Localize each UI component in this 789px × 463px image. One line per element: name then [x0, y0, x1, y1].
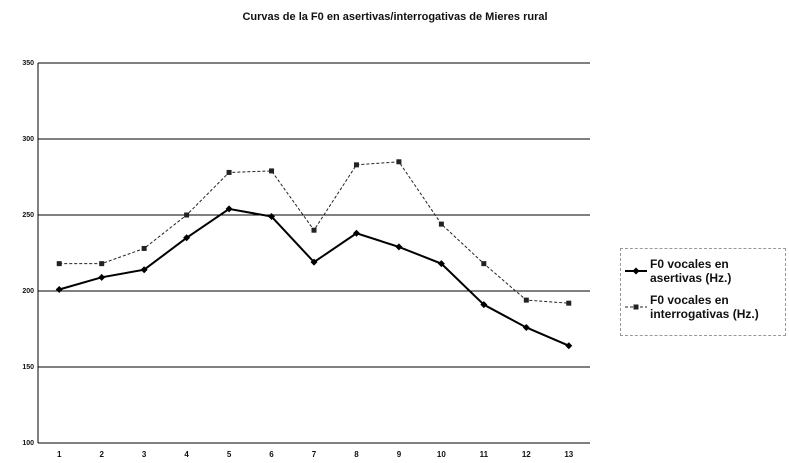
data-point	[352, 229, 360, 237]
legend-marker	[632, 267, 640, 275]
data-point	[269, 168, 275, 174]
legend-icon	[625, 304, 647, 310]
data-point	[226, 169, 232, 175]
data-point	[183, 234, 191, 242]
data-point	[141, 245, 147, 251]
data-point	[438, 221, 444, 227]
data-point	[310, 258, 318, 266]
data-point	[98, 273, 106, 281]
x-tick-label: 4	[184, 450, 189, 459]
chart-title: Curvas de la F0 en asertivas/interrogati…	[242, 11, 547, 23]
x-tick-label: 8	[354, 450, 359, 459]
y-tick-label: 250	[22, 212, 34, 219]
x-tick-label: 3	[142, 450, 147, 459]
data-point	[566, 300, 572, 306]
y-tick-label: 200	[22, 288, 34, 295]
data-point	[395, 243, 403, 251]
data-point	[481, 261, 487, 267]
x-tick-label: 11	[480, 450, 489, 459]
x-tick-label: 10	[437, 450, 446, 459]
data-point	[480, 301, 488, 309]
legend: F0 vocales en asertivas (Hz.) F0 vocales …	[620, 248, 786, 336]
x-tick-label: 5	[227, 450, 232, 459]
legend-label: F0 vocales en asertivas (Hz.)	[650, 257, 732, 285]
x-tick-label: 2	[99, 450, 104, 459]
y-tick-label: 300	[22, 136, 34, 143]
x-tick-label: 6	[269, 450, 274, 459]
data-point	[522, 323, 530, 331]
data-point	[184, 212, 190, 218]
y-tick-label: 150	[22, 364, 34, 371]
y-tick-label: 100	[22, 440, 34, 447]
legend-label: F0 vocales en interrogativas (Hz.)	[650, 293, 759, 321]
y-tick-label: 350	[22, 60, 34, 67]
data-point	[396, 159, 402, 165]
data-point	[565, 342, 573, 350]
data-point	[99, 261, 105, 267]
data-point	[311, 227, 317, 233]
data-point	[56, 261, 62, 267]
data-point	[437, 260, 445, 268]
x-tick-label: 1	[57, 450, 62, 459]
data-point	[353, 162, 359, 168]
data-point	[55, 285, 63, 293]
x-tick-label: 12	[522, 450, 531, 459]
x-tick-label: 13	[564, 450, 573, 459]
data-point	[140, 266, 148, 274]
data-point	[523, 297, 529, 303]
x-tick-label: 7	[312, 450, 317, 459]
legend-item: F0 vocales en interrogativas (Hz.)	[625, 293, 781, 321]
data-point	[225, 205, 233, 213]
legend-item: F0 vocales en asertivas (Hz.)	[625, 257, 781, 285]
data-point	[268, 213, 276, 221]
x-tick-label: 9	[397, 450, 402, 459]
legend-marker	[633, 304, 639, 310]
legend-icon	[625, 267, 647, 275]
